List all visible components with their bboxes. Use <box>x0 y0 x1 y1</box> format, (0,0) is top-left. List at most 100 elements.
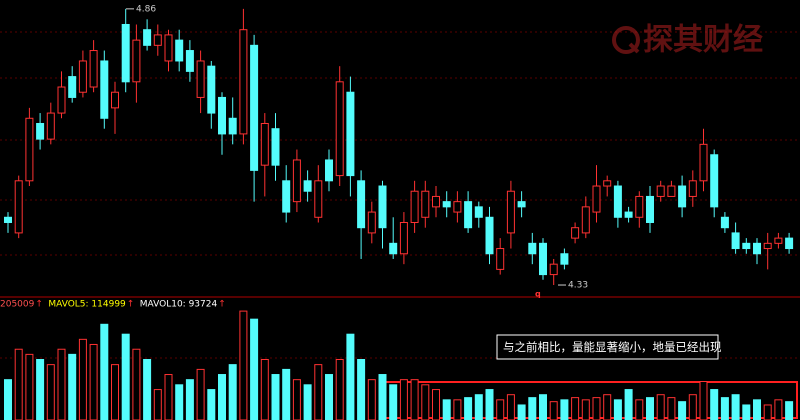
candle-body <box>228 117 237 135</box>
volume-bar <box>720 397 729 420</box>
volume-bar <box>410 379 419 420</box>
volume-bar <box>378 374 387 420</box>
volume-bar <box>335 359 344 420</box>
candle-body <box>539 242 547 276</box>
volume-bar <box>506 394 515 420</box>
volume-bar <box>292 379 301 420</box>
candle-body <box>207 65 216 114</box>
candle-body <box>646 195 654 223</box>
volume-bar <box>143 359 152 420</box>
volume-bar <box>485 389 494 420</box>
candle-body <box>442 201 451 208</box>
logo <box>612 26 640 54</box>
legend: 205009 ↑ MAVOL5: 114999 ↑ MAVOL10: 93724 ↑ <box>0 300 226 310</box>
volume-bar <box>549 401 558 420</box>
candle-body <box>314 180 323 218</box>
volume-bar <box>624 389 633 420</box>
volume-bar <box>528 397 537 420</box>
volume-bar <box>207 389 216 420</box>
volume-bar <box>228 364 237 420</box>
volume-bar <box>464 397 473 420</box>
volume-bar <box>78 338 87 420</box>
volume-bar <box>14 348 23 420</box>
volume-bar <box>785 401 794 420</box>
volume-bar <box>303 384 312 420</box>
candle-body <box>453 201 462 213</box>
volume-bar <box>699 381 708 420</box>
volume-bar <box>432 389 440 420</box>
volume-bar <box>763 404 772 420</box>
candle-body <box>624 211 633 218</box>
volume-bar <box>710 389 719 420</box>
candle-body <box>506 190 515 234</box>
candle-body <box>325 159 333 182</box>
candle-body <box>4 216 12 223</box>
min-label: 4.33 <box>568 281 588 291</box>
candle-body <box>731 232 740 250</box>
candle-body <box>196 60 205 98</box>
volume-bar <box>164 374 173 420</box>
legend-entry: 205009 <box>0 300 35 310</box>
volume-bar <box>250 318 259 420</box>
candle-body <box>399 221 408 255</box>
candle-body <box>175 39 184 62</box>
legend-arrow: ↑ <box>35 300 43 310</box>
candle-body <box>78 60 87 93</box>
volume-bar <box>121 333 130 420</box>
max-label: 4.86 <box>136 4 156 14</box>
volume-bar <box>68 353 77 420</box>
volume-bar <box>260 359 269 420</box>
volume-bar <box>132 348 141 420</box>
volume-bar <box>656 394 665 420</box>
candle-body <box>571 227 580 239</box>
volume-bar <box>153 389 162 420</box>
candle-body <box>346 91 355 177</box>
volume-bar <box>314 364 323 420</box>
volume-bar <box>36 359 45 420</box>
volume-bar <box>218 374 226 420</box>
annotation: 与之前相比，量能显著缩小，地量已经出现 <box>503 340 722 354</box>
candle-body <box>410 190 419 223</box>
candle-body <box>581 206 590 234</box>
volume-bar <box>753 399 761 420</box>
candle-body <box>36 122 45 140</box>
volume-bar <box>667 397 676 420</box>
volume-bar <box>57 348 66 420</box>
volume-bar <box>678 401 687 420</box>
volume-bar <box>89 343 98 420</box>
candle-body <box>496 248 505 270</box>
volume-bar <box>592 397 601 420</box>
candle-body <box>678 185 687 208</box>
candle-body <box>335 81 344 177</box>
volume-bar <box>185 379 194 420</box>
candle-body <box>121 23 130 83</box>
annotation-box <box>496 334 719 360</box>
volume-bar <box>282 368 291 420</box>
volume-bar <box>442 399 451 420</box>
volume-bar <box>474 394 483 420</box>
candle-body <box>720 216 729 229</box>
candle-body <box>432 195 440 208</box>
volume-bar <box>613 399 622 420</box>
watermark-text: 探其财经 <box>643 23 763 58</box>
candle-body <box>367 211 376 234</box>
legend-entry: MAVOL5: 114999 <box>48 300 126 310</box>
volume-bar <box>635 399 644 420</box>
candle-body <box>785 237 794 250</box>
candle-body <box>89 50 98 88</box>
volume-bar <box>357 359 366 420</box>
candle-body <box>250 44 259 171</box>
candle-body <box>763 242 772 250</box>
volume-bar <box>742 404 751 420</box>
candle-body <box>613 185 622 218</box>
candle-body <box>742 242 751 250</box>
candle-body <box>528 242 537 255</box>
candle-body <box>389 242 398 255</box>
marker-label: q <box>535 290 541 299</box>
volume-bar <box>239 310 248 420</box>
volume-bar <box>571 397 580 420</box>
candle-body <box>699 143 708 182</box>
volume-bar <box>100 323 109 420</box>
volume-bar <box>517 404 526 420</box>
